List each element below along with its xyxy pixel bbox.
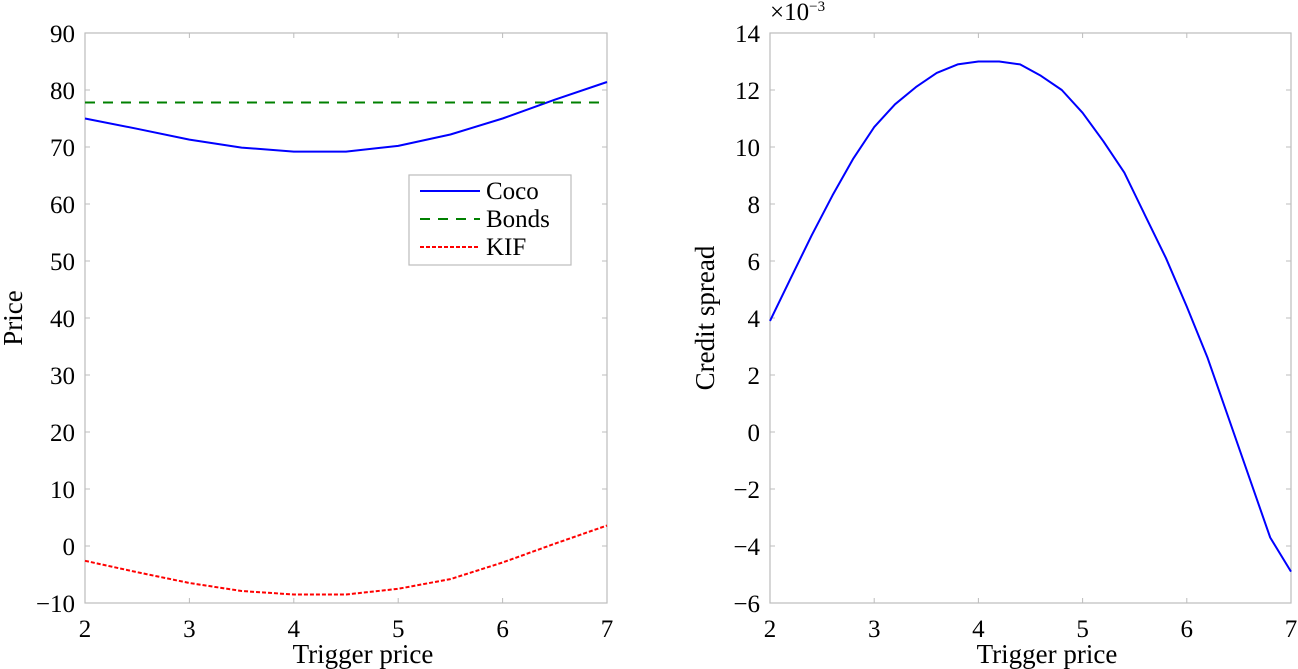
x-tick-label: 5 xyxy=(392,616,405,643)
left-ylabel: Price xyxy=(0,290,28,345)
x-tick-label: 6 xyxy=(496,616,509,643)
y-tick-label: −6 xyxy=(733,591,760,618)
y-tick-label: 40 xyxy=(50,306,75,333)
x-tick-label: 2 xyxy=(764,616,777,643)
y-tick-label: 6 xyxy=(748,249,761,276)
right-plot: 2 3 4 5 6 7 −6 −4 −2 0 2 4 6 8 10 12 14 Credit spread Tr… xyxy=(690,0,1297,669)
x-tick-label: 2 xyxy=(79,616,92,643)
y-tick-label: 0 xyxy=(63,534,76,561)
right-lines xyxy=(769,60,1292,573)
y-tick-label: 20 xyxy=(50,420,75,447)
right-multiplier: ×10−3 xyxy=(770,0,825,26)
x-tick-label: 5 xyxy=(1076,616,1089,643)
x-tick-label: 6 xyxy=(1181,616,1194,643)
y-tick-label: 30 xyxy=(50,363,75,390)
x-tick-label: 7 xyxy=(601,616,614,643)
legend-bonds-label: Bonds xyxy=(486,206,550,233)
y-tick-label: 4 xyxy=(748,306,761,333)
y-tick-label: 8 xyxy=(748,192,761,219)
right-ticks: 2 3 4 5 6 7 −6 −4 −2 0 2 4 6 8 10 12 14 xyxy=(733,21,1297,643)
y-tick-label: −4 xyxy=(733,534,760,561)
left-axes-box xyxy=(84,32,608,604)
y-tick-label: 80 xyxy=(50,78,75,105)
y-tick-label: 10 xyxy=(50,477,75,504)
legend-coco-label: Coco xyxy=(486,178,539,205)
x-tick-label: 4 xyxy=(972,616,985,643)
y-tick-label: 14 xyxy=(735,21,761,48)
y-tick-label: 90 xyxy=(50,21,75,48)
x-tick-label: 3 xyxy=(868,616,881,643)
y-tick-label: 0 xyxy=(748,420,761,447)
left-lines xyxy=(84,81,608,596)
series-line-kif xyxy=(84,524,608,596)
legend: Coco Bonds KIF xyxy=(408,174,572,266)
y-tick-label: 60 xyxy=(50,192,75,219)
x-tick-label: 7 xyxy=(1285,616,1298,643)
y-tick-label: 12 xyxy=(735,78,760,105)
right-xlabel: Trigger price xyxy=(977,639,1118,669)
y-tick-label: 50 xyxy=(50,249,75,276)
x-tick-label: 3 xyxy=(183,616,196,643)
left-plot: 2 3 4 5 6 7 −10 0 10 20 30 40 50 60 70 80 90 Price Trigg… xyxy=(0,21,613,669)
legend-kif-label: KIF xyxy=(486,234,526,261)
series-line-credit-spread xyxy=(769,60,1292,573)
left-ticks: 2 3 4 5 6 7 −10 0 10 20 30 40 50 60 70 80 90 xyxy=(36,21,613,643)
y-tick-label: 70 xyxy=(50,135,75,162)
y-tick-label: −10 xyxy=(36,591,75,618)
y-tick-label: 10 xyxy=(735,135,760,162)
right-ylabel: Credit spread xyxy=(690,245,720,390)
y-tick-label: −2 xyxy=(733,477,760,504)
right-axes-box xyxy=(769,32,1292,604)
series-line-coco xyxy=(84,81,608,153)
x-tick-label: 4 xyxy=(288,616,301,643)
y-tick-label: 2 xyxy=(748,363,761,390)
left-xlabel: Trigger price xyxy=(293,639,434,669)
